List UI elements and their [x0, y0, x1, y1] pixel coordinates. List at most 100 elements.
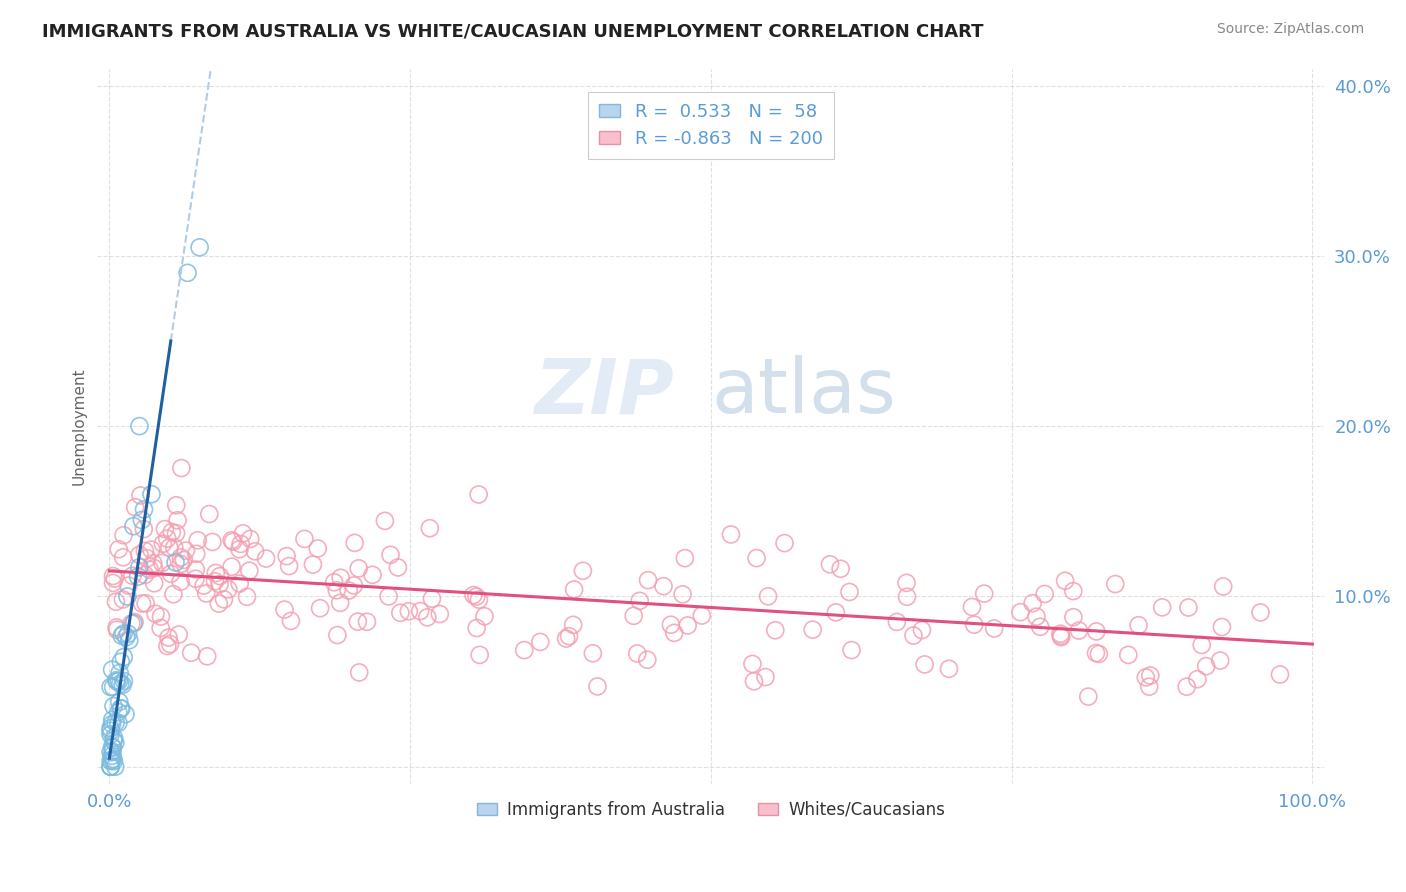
- Point: [416, 610, 439, 624]
- Point: [1209, 653, 1232, 667]
- Point: [1128, 618, 1150, 632]
- Point: [141, 542, 163, 557]
- Point: [142, 561, 165, 575]
- Point: [101, 717, 124, 731]
- Point: [326, 628, 349, 642]
- Point: [195, 586, 218, 600]
- Point: [149, 621, 172, 635]
- Point: [121, 568, 143, 582]
- Point: [347, 561, 370, 575]
- Point: [129, 488, 152, 502]
- Point: [112, 550, 135, 565]
- Point: [156, 532, 179, 546]
- Point: [841, 643, 863, 657]
- Point: [108, 695, 131, 709]
- Point: [105, 623, 128, 637]
- Point: [104, 760, 127, 774]
- Point: [1049, 626, 1071, 640]
- Point: [387, 560, 409, 574]
- Point: [111, 678, 134, 692]
- Point: [830, 562, 852, 576]
- Point: [104, 715, 127, 730]
- Point: [110, 701, 132, 715]
- Point: [243, 544, 266, 558]
- Point: [111, 592, 134, 607]
- Point: [562, 617, 585, 632]
- Point: [101, 680, 124, 694]
- Point: [555, 632, 578, 646]
- Point: [134, 544, 156, 558]
- Point: [145, 607, 167, 621]
- Point: [184, 562, 207, 576]
- Point: [419, 521, 441, 535]
- Point: [1025, 609, 1047, 624]
- Point: [398, 604, 420, 618]
- Point: [162, 587, 184, 601]
- Point: [465, 621, 488, 635]
- Point: [170, 557, 193, 571]
- Point: [169, 574, 191, 589]
- Point: [652, 579, 675, 593]
- Point: [127, 569, 149, 583]
- Point: [135, 596, 157, 610]
- Point: [132, 502, 155, 516]
- Point: [346, 615, 368, 629]
- Point: [1268, 667, 1291, 681]
- Point: [110, 655, 132, 669]
- Point: [173, 553, 195, 567]
- Point: [159, 637, 181, 651]
- Point: [160, 524, 183, 539]
- Point: [1033, 587, 1056, 601]
- Point: [903, 629, 925, 643]
- Point: [1050, 630, 1073, 644]
- Point: [100, 680, 122, 694]
- Point: [1211, 620, 1233, 634]
- Point: [163, 541, 186, 555]
- Point: [232, 526, 254, 541]
- Point: [100, 728, 122, 742]
- Point: [186, 547, 208, 561]
- Point: [112, 626, 135, 640]
- Point: [586, 680, 609, 694]
- Point: [170, 461, 193, 475]
- Point: [636, 653, 658, 667]
- Legend: Immigrants from Australia, Whites/Caucasians: Immigrants from Australia, Whites/Caucas…: [470, 794, 952, 825]
- Point: [156, 639, 179, 653]
- Point: [690, 608, 713, 623]
- Point: [409, 604, 432, 618]
- Point: [1175, 680, 1198, 694]
- Point: [117, 626, 139, 640]
- Point: [742, 674, 765, 689]
- Point: [142, 556, 165, 570]
- Point: [302, 558, 325, 572]
- Point: [911, 623, 934, 637]
- Point: [131, 597, 153, 611]
- Point: [128, 548, 150, 562]
- Point: [1029, 620, 1052, 634]
- Point: [309, 601, 332, 615]
- Point: [673, 551, 696, 566]
- Point: [329, 596, 352, 610]
- Point: [100, 760, 122, 774]
- Point: [103, 699, 125, 714]
- Point: [337, 583, 360, 598]
- Point: [676, 618, 699, 632]
- Point: [468, 648, 491, 662]
- Point: [1195, 659, 1218, 673]
- Point: [973, 587, 995, 601]
- Point: [101, 752, 124, 766]
- Point: [165, 526, 187, 541]
- Point: [184, 572, 207, 586]
- Point: [222, 534, 245, 549]
- Point: [208, 569, 231, 583]
- Point: [112, 528, 135, 542]
- Point: [103, 731, 125, 745]
- Point: [323, 575, 346, 590]
- Point: [157, 631, 180, 645]
- Point: [108, 665, 131, 680]
- Point: [141, 487, 163, 501]
- Point: [1085, 624, 1108, 639]
- Point: [818, 558, 841, 572]
- Point: [801, 623, 824, 637]
- Point: [124, 500, 146, 515]
